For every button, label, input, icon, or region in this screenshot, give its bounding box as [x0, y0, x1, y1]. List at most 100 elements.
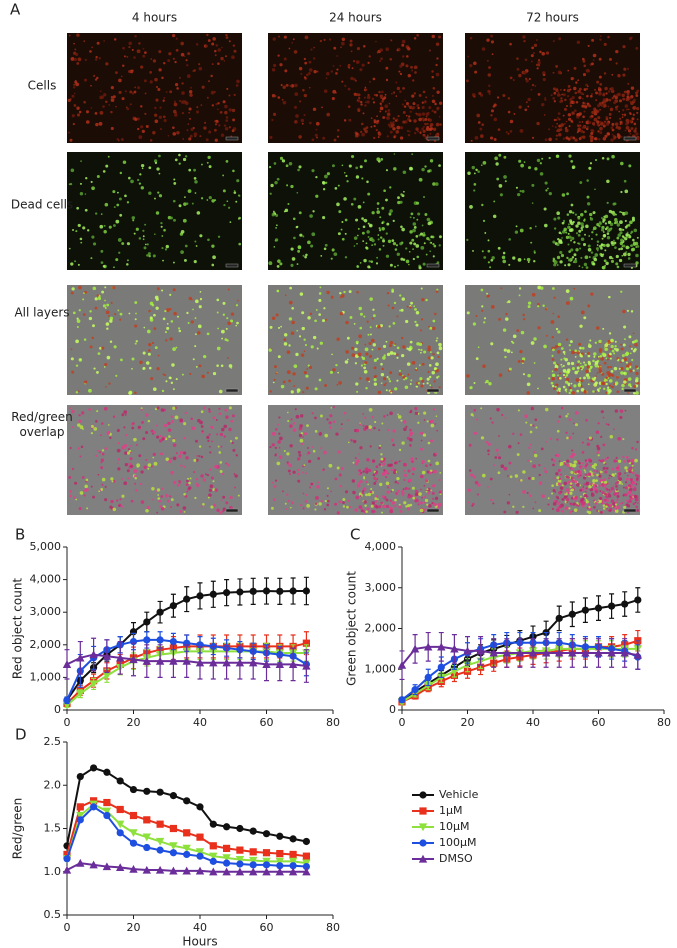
cell-dot: [596, 120, 599, 123]
cell-dot: [439, 123, 442, 126]
cell-dot: [557, 502, 560, 505]
cell-dot: [507, 501, 510, 504]
cell-dot: [588, 167, 591, 170]
cell-dot: [383, 96, 386, 99]
cell-dot: [475, 481, 478, 484]
cell-dot: [176, 503, 179, 506]
cell-dot: [216, 433, 218, 435]
cell-dot: [122, 65, 124, 67]
cell-dot: [304, 432, 307, 435]
cell-dot: [488, 66, 491, 69]
cell-dot: [498, 318, 501, 321]
x-tick-label: 40: [526, 716, 540, 729]
cell-dot: [625, 233, 628, 236]
cell-dot: [538, 93, 541, 96]
cell-dot: [637, 237, 639, 239]
cell-dot: [218, 451, 221, 454]
cell-dot: [572, 468, 574, 470]
cell-dot: [305, 500, 308, 503]
cell-dot: [570, 102, 572, 104]
cell-dot: [323, 39, 325, 41]
cell-dot: [412, 248, 414, 250]
cell-dot: [387, 353, 390, 356]
cell-dot: [508, 238, 511, 241]
cell-dot: [497, 453, 499, 455]
cell-dot: [164, 119, 167, 122]
cell-dot: [582, 102, 584, 104]
cell-dot: [593, 352, 596, 355]
cell-dot: [591, 251, 593, 253]
cell-dot: [323, 307, 325, 309]
cell-dot: [206, 199, 208, 201]
cell-dot: [152, 131, 155, 134]
cell-dot: [339, 65, 341, 67]
cell-dot: [500, 193, 503, 196]
cell-dot: [380, 236, 382, 238]
cell-dot: [324, 384, 327, 387]
cell-dot: [603, 231, 605, 233]
cell-dot: [98, 352, 101, 355]
cell-dot: [216, 364, 219, 367]
cell-dot: [402, 55, 404, 57]
cell-dot: [554, 368, 557, 371]
cell-dot: [607, 236, 610, 239]
cell-dot: [554, 227, 556, 229]
cell-dot: [624, 91, 627, 94]
cell-dot: [270, 184, 273, 187]
cell-dot: [615, 503, 617, 505]
cell-dot: [355, 167, 358, 170]
cell-dot: [490, 35, 493, 38]
cell-dot: [99, 347, 102, 350]
cell-dot: [490, 418, 492, 420]
cell-dot: [511, 351, 513, 353]
cell-dot: [598, 454, 600, 456]
cell-dot: [212, 104, 214, 106]
cell-dot: [325, 182, 327, 184]
cell-dot: [387, 135, 389, 137]
cell-dot: [95, 79, 97, 81]
cell-dot: [386, 232, 388, 234]
cell-dot: [186, 129, 188, 131]
cell-dot: [284, 450, 286, 452]
cell-dot: [374, 94, 376, 96]
cell-dot: [366, 320, 368, 322]
cell-dot: [181, 53, 185, 57]
cell-dot: [631, 86, 634, 89]
cell-dot: [610, 348, 612, 350]
cell-dot: [284, 36, 287, 39]
cell-dot: [377, 208, 379, 210]
cell-dot: [563, 351, 566, 354]
cell-dot: [620, 371, 623, 374]
cell-dot: [172, 407, 175, 410]
marker: [77, 816, 84, 823]
cell-dot: [383, 377, 386, 380]
cell-dot: [194, 240, 196, 242]
cell-dot: [119, 319, 121, 321]
cell-dot: [200, 474, 203, 477]
cell-dot: [273, 64, 276, 67]
cell-dot: [172, 347, 176, 351]
cell-dot: [432, 320, 435, 323]
cell-dot: [117, 449, 121, 453]
cell-dot: [598, 138, 600, 140]
cell-dot: [562, 222, 565, 225]
cell-dot: [340, 485, 342, 487]
cell-dot: [482, 474, 486, 478]
cell-dot: [406, 115, 408, 117]
cell-dot: [304, 94, 307, 97]
cell-dot: [522, 490, 526, 494]
cell-dot: [347, 419, 349, 421]
cell-dot: [559, 377, 562, 380]
cell-dot: [155, 296, 159, 300]
cell-dot: [211, 91, 215, 95]
cell-dot: [597, 250, 599, 252]
cell-dot: [195, 333, 197, 335]
cell-dot: [131, 427, 134, 430]
cell-dot: [391, 125, 393, 127]
cell-dot: [595, 91, 598, 94]
cell-dot: [373, 78, 376, 81]
cell-dot: [155, 346, 158, 349]
cell-dot: [576, 483, 580, 487]
cell-dot: [381, 512, 383, 514]
cell-dot: [113, 224, 116, 227]
